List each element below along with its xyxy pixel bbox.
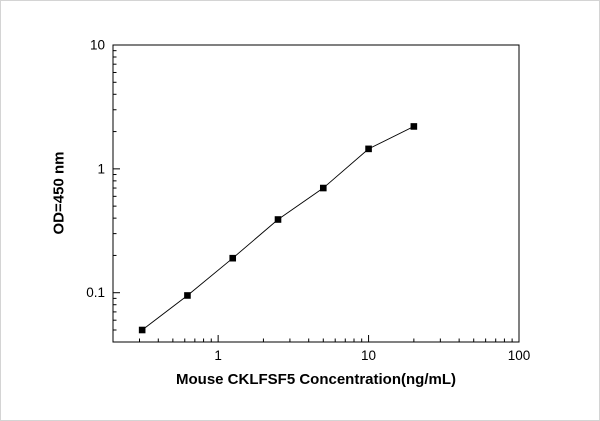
x-axis-label: Mouse CKLFSF5 Concentration(ng/mL) — [176, 371, 456, 388]
data-point-marker — [365, 145, 372, 153]
y-tick-label: 10 — [90, 38, 105, 53]
x-tick-label: 10 — [361, 348, 376, 363]
x-tick-label: 100 — [508, 348, 531, 363]
data-point-marker — [229, 254, 237, 262]
y-tick-label: 1 — [97, 161, 105, 176]
axes-box — [112, 44, 520, 343]
data-point-marker — [319, 184, 327, 192]
data-point-marker — [410, 123, 418, 130]
x-tick-label: 1 — [214, 348, 222, 363]
data-point-marker — [274, 216, 282, 223]
data-point-marker — [138, 326, 146, 334]
series-line — [141, 126, 415, 331]
y-tick-label: 0.1 — [86, 285, 105, 300]
data-point-marker — [184, 292, 191, 299]
y-axis-label: OD=450 nm — [50, 151, 68, 235]
